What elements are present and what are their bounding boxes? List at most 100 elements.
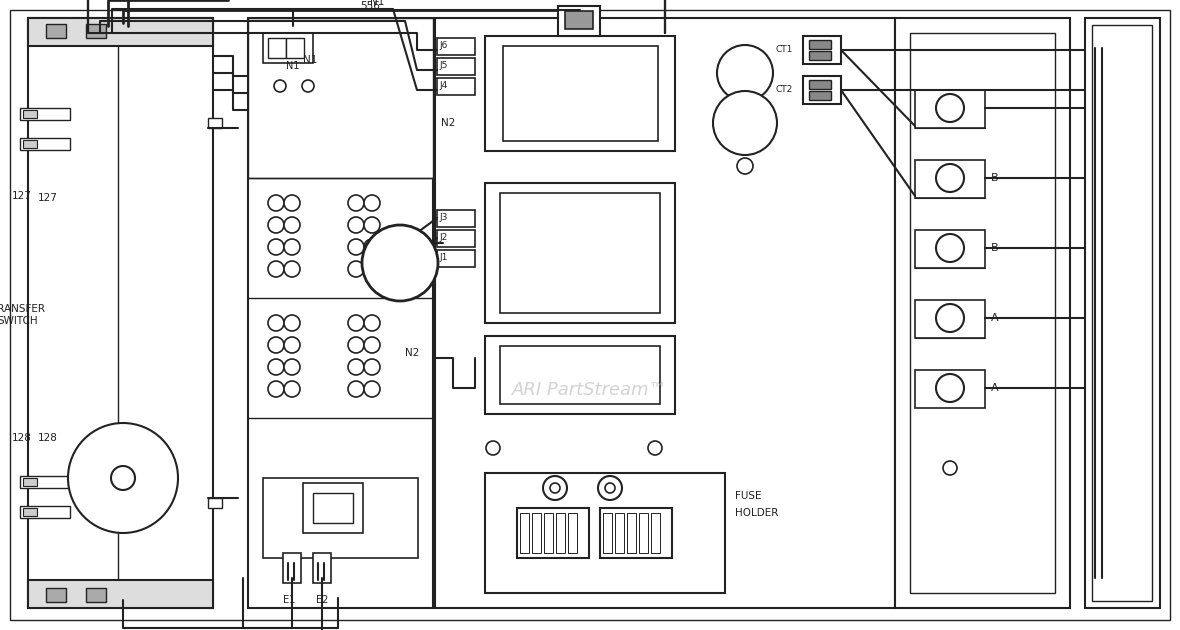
Bar	[286, 38, 304, 58]
Circle shape	[936, 374, 964, 402]
Bar	[914, 300, 985, 338]
Bar	[558, 6, 599, 36]
Text: CT1: CT1	[775, 45, 793, 55]
Circle shape	[111, 466, 135, 490]
Bar	[910, 33, 1055, 593]
Circle shape	[348, 315, 363, 331]
Bar	[303, 483, 363, 533]
Bar	[248, 18, 433, 178]
Bar	[1092, 25, 1152, 601]
Bar	[437, 250, 476, 267]
Circle shape	[268, 359, 284, 375]
Circle shape	[550, 483, 560, 493]
Text: N1: N1	[371, 0, 385, 7]
Circle shape	[348, 381, 363, 397]
Bar	[615, 513, 624, 553]
Circle shape	[348, 239, 363, 255]
Bar	[914, 160, 985, 198]
Circle shape	[348, 337, 363, 353]
Bar	[435, 18, 894, 608]
Bar	[1084, 18, 1160, 608]
Circle shape	[348, 359, 363, 375]
Bar	[532, 513, 540, 553]
Bar	[283, 553, 301, 583]
Text: N2: N2	[441, 118, 455, 128]
Circle shape	[68, 423, 178, 533]
Circle shape	[284, 315, 300, 331]
Bar	[86, 588, 106, 602]
Circle shape	[486, 441, 500, 455]
Circle shape	[717, 45, 773, 101]
Text: FUSE: FUSE	[735, 491, 761, 501]
Bar	[485, 473, 725, 593]
Text: E1: E1	[283, 595, 295, 605]
Circle shape	[268, 195, 284, 211]
Circle shape	[936, 94, 964, 122]
Text: A: A	[991, 313, 998, 323]
Text: 128: 128	[38, 433, 58, 443]
Bar	[485, 36, 675, 151]
Bar	[28, 18, 214, 608]
Bar	[565, 11, 594, 29]
Circle shape	[284, 239, 300, 255]
Text: E2: E2	[316, 595, 328, 605]
Bar	[248, 18, 433, 608]
Text: CT2: CT2	[775, 86, 792, 94]
Bar	[485, 183, 675, 323]
Bar	[651, 513, 660, 553]
Circle shape	[363, 239, 380, 255]
Circle shape	[348, 217, 363, 233]
Bar	[208, 118, 222, 128]
Bar	[914, 230, 985, 268]
Bar	[599, 508, 671, 558]
Text: A: A	[991, 383, 998, 393]
Text: 128: 128	[12, 433, 32, 443]
Bar	[503, 46, 658, 141]
Text: J3: J3	[439, 214, 447, 222]
Bar	[313, 493, 353, 523]
Circle shape	[348, 195, 363, 211]
Bar	[640, 513, 648, 553]
Bar	[520, 513, 529, 553]
Bar	[437, 230, 476, 247]
Bar	[86, 24, 106, 38]
Bar	[804, 76, 841, 104]
Circle shape	[268, 239, 284, 255]
Bar	[263, 33, 313, 63]
Circle shape	[268, 315, 284, 331]
Circle shape	[598, 476, 622, 500]
Bar	[894, 18, 1070, 608]
Circle shape	[363, 217, 380, 233]
Circle shape	[363, 315, 380, 331]
Text: ARI PartStream™: ARI PartStream™	[512, 381, 668, 399]
Circle shape	[348, 261, 363, 277]
Circle shape	[363, 359, 380, 375]
Text: J5: J5	[439, 62, 447, 71]
Text: N1: N1	[286, 61, 300, 71]
Circle shape	[284, 195, 300, 211]
Bar	[809, 91, 831, 100]
Bar	[22, 110, 37, 118]
Bar	[500, 346, 660, 404]
Text: 127: 127	[12, 191, 32, 201]
Text: J4: J4	[439, 81, 447, 91]
Text: J1: J1	[439, 253, 447, 263]
Bar	[544, 513, 553, 553]
Bar	[268, 38, 286, 58]
Bar	[208, 498, 222, 508]
Bar	[22, 478, 37, 486]
Bar	[46, 588, 66, 602]
Circle shape	[284, 217, 300, 233]
Circle shape	[268, 381, 284, 397]
Circle shape	[284, 359, 300, 375]
Bar	[20, 108, 70, 120]
Circle shape	[284, 381, 300, 397]
Bar	[437, 38, 476, 55]
Circle shape	[363, 261, 380, 277]
Circle shape	[738, 158, 753, 174]
Bar	[500, 193, 660, 313]
Bar	[517, 508, 589, 558]
Circle shape	[936, 304, 964, 332]
Text: B: B	[991, 173, 998, 183]
Bar	[263, 478, 418, 558]
